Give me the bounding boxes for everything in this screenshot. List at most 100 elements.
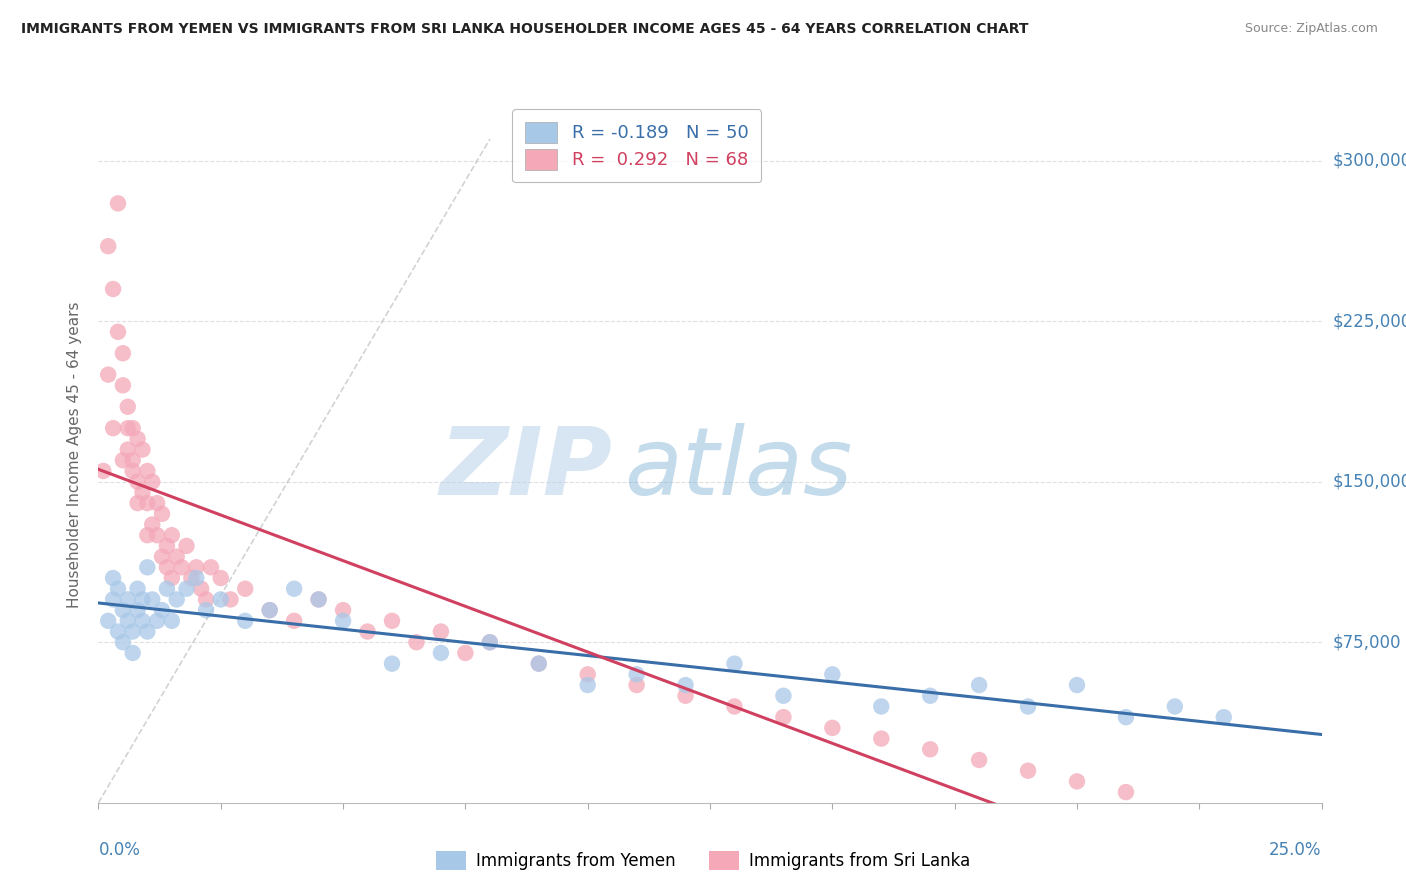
Point	[141, 517, 163, 532]
Point	[626, 678, 648, 692]
Point	[1164, 699, 1187, 714]
Y-axis label: Householder Income Ages 45 - 64 years: Householder Income Ages 45 - 64 years	[67, 301, 83, 608]
Point	[1017, 764, 1039, 778]
Point	[97, 239, 120, 253]
Point	[283, 614, 305, 628]
Point	[308, 592, 330, 607]
Point	[381, 657, 404, 671]
Point	[967, 753, 990, 767]
Text: IMMIGRANTS FROM YEMEN VS IMMIGRANTS FROM SRI LANKA HOUSEHOLDER INCOME AGES 45 - : IMMIGRANTS FROM YEMEN VS IMMIGRANTS FROM…	[21, 22, 1029, 37]
Point	[527, 657, 550, 671]
Point	[121, 453, 143, 467]
Point	[576, 678, 599, 692]
Point	[131, 614, 153, 628]
Point	[111, 635, 134, 649]
Point	[131, 592, 153, 607]
Point	[111, 346, 134, 360]
Point	[101, 592, 124, 607]
Point	[160, 528, 183, 542]
Point	[186, 571, 208, 585]
Text: atlas: atlas	[624, 424, 852, 515]
Point	[136, 560, 159, 574]
Point	[141, 592, 163, 607]
Point	[117, 421, 139, 435]
Point	[97, 368, 120, 382]
Point	[283, 582, 305, 596]
Point	[121, 646, 143, 660]
Text: ZIP: ZIP	[439, 423, 612, 515]
Point	[117, 614, 139, 628]
Point	[166, 592, 188, 607]
Point	[101, 421, 124, 435]
Point	[136, 624, 159, 639]
Point	[160, 571, 183, 585]
Point	[127, 496, 149, 510]
Point	[527, 657, 550, 671]
Point	[186, 560, 208, 574]
Point	[127, 475, 149, 489]
Point	[1017, 699, 1039, 714]
Point	[675, 678, 697, 692]
Point	[1066, 774, 1088, 789]
Point	[190, 582, 212, 596]
Point	[131, 485, 153, 500]
Point	[821, 667, 844, 681]
Point	[117, 592, 139, 607]
Point	[478, 635, 501, 649]
Point	[381, 614, 404, 628]
Point	[1066, 678, 1088, 692]
Point	[146, 614, 169, 628]
Point	[772, 689, 794, 703]
Point	[870, 699, 893, 714]
Point	[136, 464, 159, 478]
Point	[1212, 710, 1234, 724]
Point	[478, 635, 501, 649]
Point	[920, 689, 942, 703]
Point	[136, 496, 159, 510]
Point	[150, 549, 173, 564]
Point	[121, 464, 143, 478]
Point	[156, 582, 179, 596]
Point	[209, 592, 232, 607]
Point	[97, 614, 120, 628]
Point	[219, 592, 242, 607]
Point	[195, 592, 218, 607]
Point	[166, 549, 188, 564]
Point	[156, 560, 179, 574]
Point	[127, 432, 149, 446]
Point	[180, 571, 202, 585]
Legend: R = -0.189   N = 50, R =  0.292   N = 68: R = -0.189 N = 50, R = 0.292 N = 68	[512, 109, 761, 183]
Point	[107, 196, 129, 211]
Point	[576, 667, 599, 681]
Point	[136, 528, 159, 542]
Point	[1115, 710, 1137, 724]
Point	[209, 571, 232, 585]
Point	[101, 282, 124, 296]
Point	[131, 442, 153, 457]
Point	[117, 400, 139, 414]
Point	[176, 582, 198, 596]
Point	[626, 667, 648, 681]
Text: $225,000: $225,000	[1333, 312, 1406, 330]
Text: 25.0%: 25.0%	[1270, 841, 1322, 859]
Point	[233, 614, 256, 628]
Point	[200, 560, 222, 574]
Point	[160, 614, 183, 628]
Point	[967, 678, 990, 692]
Point	[146, 496, 169, 510]
Point	[1115, 785, 1137, 799]
Text: $75,000: $75,000	[1333, 633, 1402, 651]
Text: $300,000: $300,000	[1333, 152, 1406, 169]
Point	[121, 421, 143, 435]
Point	[107, 624, 129, 639]
Point	[920, 742, 942, 756]
Point	[259, 603, 281, 617]
Point	[332, 603, 354, 617]
Point	[127, 582, 149, 596]
Text: 0.0%: 0.0%	[98, 841, 141, 859]
Point	[195, 603, 218, 617]
Point	[91, 464, 114, 478]
Point	[430, 646, 453, 660]
Point	[772, 710, 794, 724]
Point	[405, 635, 427, 649]
